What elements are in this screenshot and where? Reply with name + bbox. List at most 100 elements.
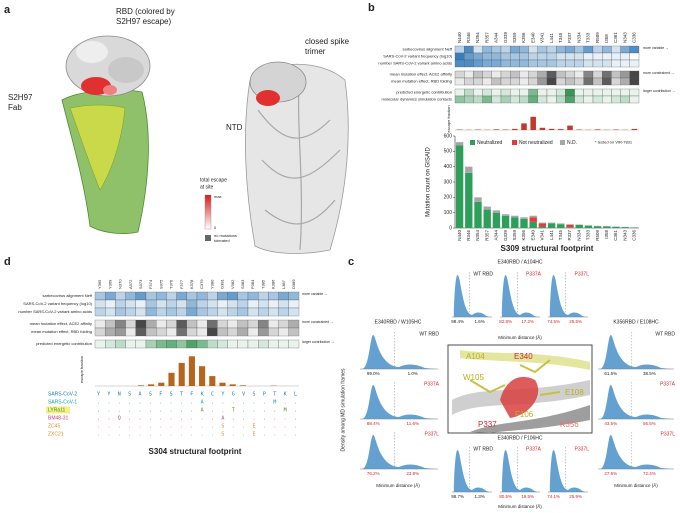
heatmap-cell [125,339,136,349]
ntd-label: NTD [226,123,243,132]
column-label: S375 [158,279,163,289]
column-label: N343 [622,32,627,43]
percent-left: 98.7% [451,494,464,499]
heatmap-cell [288,319,300,329]
percent-right: 25.9% [569,494,582,499]
heatmap-cell [473,45,483,54]
heatmap-cell [537,70,548,79]
heatmap-cell [105,339,116,349]
density-curve [501,450,538,492]
heatmap-cell [546,95,557,104]
heatmap-cell [574,77,584,86]
heatmap-cell [268,319,279,329]
heatmap-cell [115,319,126,329]
y-axis-title: Mutation count on GISAID [426,146,432,216]
escape-bar [548,128,555,130]
heatmap-cell [583,77,594,86]
percent-left: 82.8% [499,319,512,324]
escape-bar [199,366,206,386]
heatmap-cell [519,77,529,86]
x-tick-label: G339 [503,230,508,242]
escape-bar [530,116,536,130]
escape-label: escape fraction [79,356,84,383]
heatmap-cell [537,45,548,54]
percent-left: 43.5% [604,421,617,426]
bar-segment [511,215,519,218]
residue-label: W105 [463,373,484,382]
bar-segment [566,224,574,228]
bar-segment [492,210,501,213]
legend-none: tolerated [214,238,230,243]
heatmap-cell [528,77,538,86]
bar-segment [474,197,482,202]
heatmap-cell [620,45,630,54]
density-curve [549,450,586,492]
heatmap-cell [217,307,228,317]
column-label: K356 [521,32,526,43]
heatmap-cell [166,291,177,301]
bar-segment [529,221,537,228]
heatmap-cell [629,52,640,61]
heatmap-cell [176,339,187,349]
heatmap-cell [125,291,136,301]
heatmap-cell [611,88,621,97]
heatmap-cell [247,307,259,317]
heatmap-cell [611,59,621,68]
heatmap-cell [217,339,228,349]
highlight [46,406,70,414]
x-tick-label: N440 [457,230,462,241]
sequence: ..........A..T....M. [97,408,297,414]
column-label: F377 [179,279,184,289]
heatmap-cell [482,77,492,86]
percent-left: 88.4% [367,421,380,426]
heatmap-cell [482,88,492,97]
escape-bar [188,356,195,386]
percent-left: 74.5% [547,319,560,324]
column-label: R509 [595,32,600,43]
x-tick-label: R346 [466,230,471,241]
heatmap-cell [592,45,603,54]
legend-label: Not neutralized [519,140,553,146]
column-label: Y365 [97,279,102,289]
heatmap-cell [464,52,474,61]
heatmap-cell [115,307,126,317]
percent-right: 38.5% [643,371,656,376]
series-name: P337A [424,381,440,387]
heatmap-cell [268,299,279,309]
heatmap-cell [105,291,116,301]
bar-segment [612,226,620,228]
bar-segment [520,218,528,228]
heatmap-cell [176,299,187,309]
column-label: T385 [260,279,265,289]
bar-segment [557,224,565,228]
heatmap-cell [519,45,529,54]
x-tick-label: C361 [613,230,618,241]
bar-segment [547,223,556,228]
row-label: number SARS-CoV-2 variant amino acids [18,309,92,314]
density-curve [600,435,672,469]
density-curve [362,335,436,369]
heatmap-cell [94,327,106,337]
heatmap-cell [237,291,249,301]
heatmap-cell [556,88,566,97]
bar-segment [501,214,510,216]
heatmap-cell [278,327,289,337]
column-label: K386 [271,279,276,289]
column-label: L441 [549,32,554,43]
heatmap-cell [145,299,157,309]
row-label: mean mutation effect, RBD folding [391,79,452,84]
heatmap-cell [288,307,300,317]
column-label: T345 [558,32,563,43]
heatmap-cell [583,52,594,61]
series-name: WT RBD [419,331,439,337]
percent-left: 61.5% [604,371,617,376]
series-name: P337A [526,446,542,452]
sequence: ..........A......M.. [97,400,297,406]
bar-segment [483,209,491,228]
heatmap-cell [227,319,238,329]
heatmap-cell [565,88,575,97]
heatmap-cell [105,307,116,317]
plot-title: E340RBD / F106HC [497,435,542,441]
heatmap-cell [196,299,208,309]
heatmap-cell [227,291,238,301]
